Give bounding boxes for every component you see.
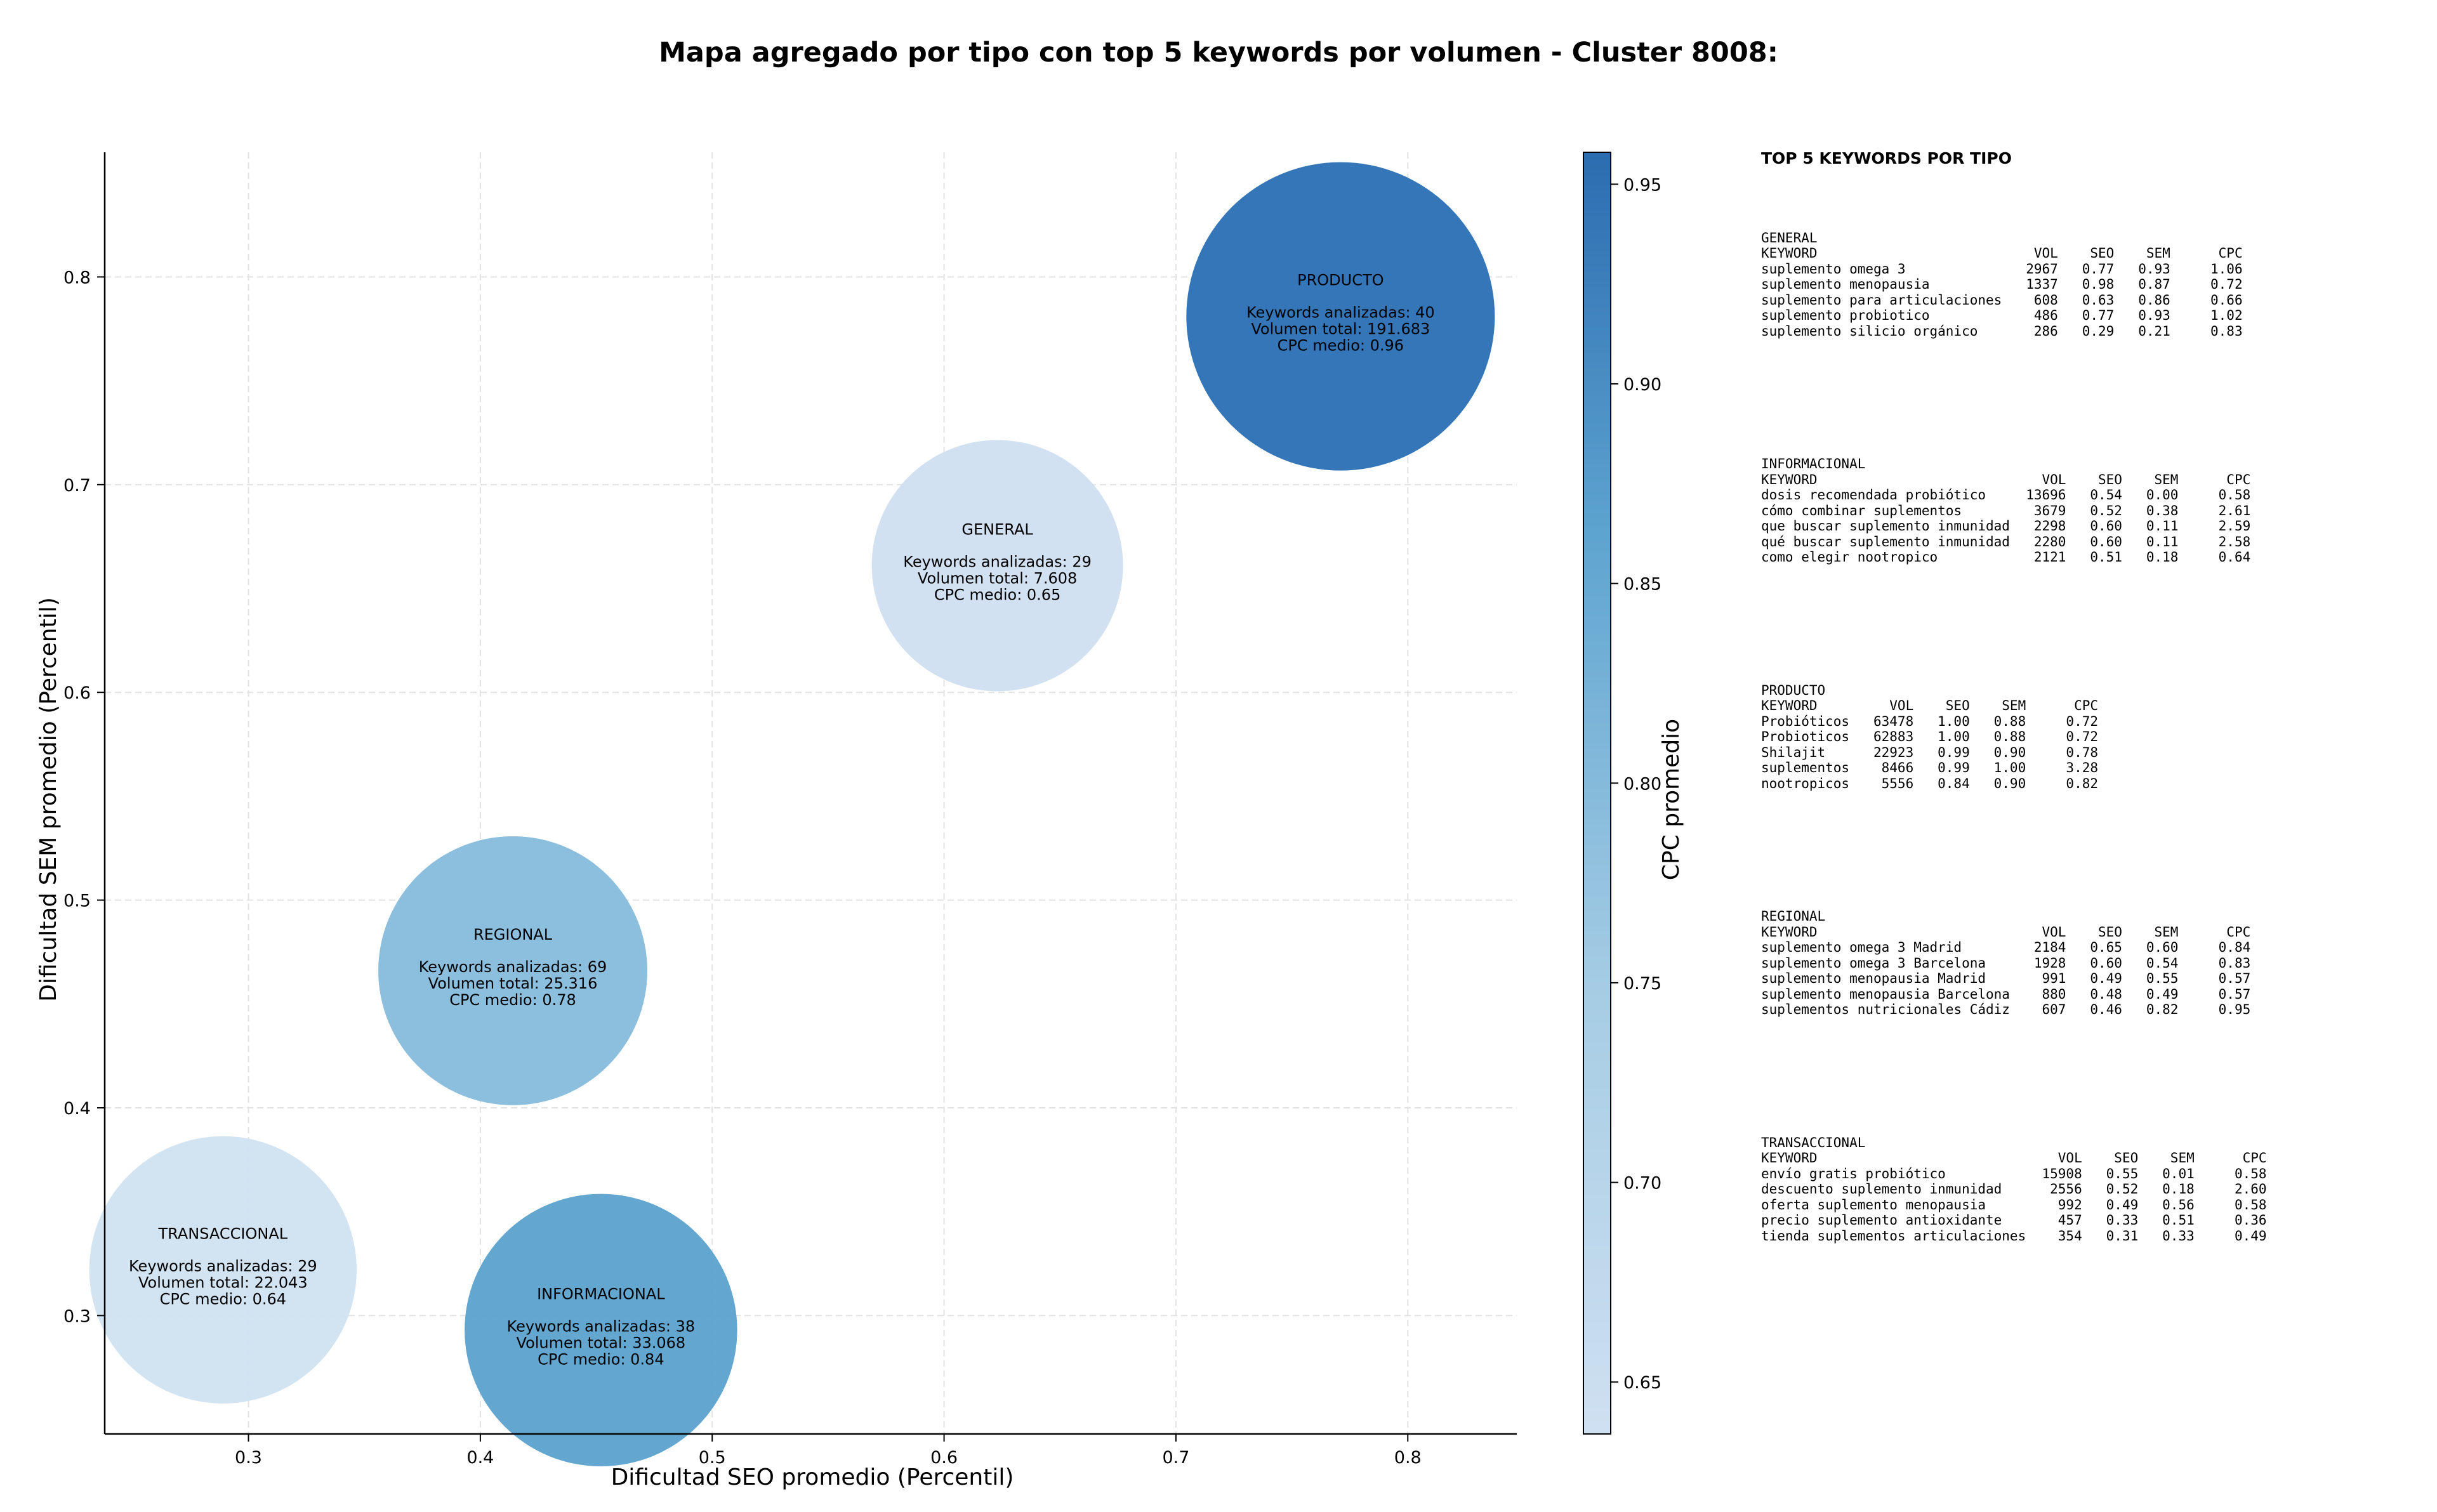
colorbar-tick-label: 0.80 (1623, 774, 1661, 794)
bubble-keywords-label: Keywords analizadas: 38 (507, 1317, 696, 1335)
bubble-cpc-label: CPC medio: 0.96 (1278, 337, 1404, 355)
bubble-type-label: REGIONAL (473, 926, 553, 943)
bubble-volume-label: Volumen total: 191.683 (1251, 320, 1430, 338)
keyword-block-transaccional: TRANSACCIONAL KEYWORD VOL SEO SEM CPC en… (1761, 1135, 2421, 1244)
bubble-type-label: GENERAL (961, 521, 1033, 539)
keyword-block-regional: REGIONAL KEYWORD VOL SEO SEM CPC supleme… (1761, 909, 2421, 1018)
grid (105, 152, 1517, 1434)
colorbar-gradient (1583, 152, 1611, 1435)
colorbar-tick-label: 0.90 (1623, 375, 1661, 395)
keyword-block-informacional: INFORMACIONAL KEYWORD VOL SEO SEM CPC do… (1761, 456, 2421, 565)
bubble-volume-label: Volumen total: 22.043 (138, 1273, 308, 1291)
y-tick-label: 0.8 (63, 268, 91, 287)
colorbar-tick-label: 0.85 (1623, 575, 1661, 595)
x-tick-label: 0.4 (466, 1448, 494, 1468)
axes: 0.3 0.4 0.5 0.6 0.7 0.8 0.3 0.4 0.5 0.6 0.7 0.8 (63, 152, 1517, 1468)
bubble-type-label: PRODUCTO (1297, 272, 1384, 289)
keyword-table-informacional: INFORMACIONAL KEYWORD VOL SEO SEM CPC do… (1761, 456, 2251, 565)
x-axis-label: Dificultad SEO promedio (Percentil) (611, 1464, 1014, 1490)
y-tick-label: 0.3 (63, 1306, 91, 1326)
y-tick-label: 0.4 (63, 1099, 91, 1119)
bubble-circle-producto (1186, 162, 1495, 471)
keyword-block-general: GENERAL KEYWORD VOL SEO SEM CPC suplemen… (1761, 230, 2421, 339)
bubble-circle-regional (378, 836, 647, 1105)
x-tick-label: 0.8 (1394, 1448, 1422, 1468)
bubble-keywords-label: Keywords analizadas: 29 (129, 1257, 317, 1275)
y-axis-label: Dificultad SEM promedio (Percentil) (36, 597, 62, 1002)
colorbar-tick-label: 0.65 (1623, 1373, 1661, 1393)
x-tick-label: 0.3 (235, 1448, 262, 1468)
keyword-table-producto: PRODUCTO KEYWORD VOL SEO SEM CPC Probiót… (1761, 682, 2099, 791)
bubble-keywords-label: Keywords analizadas: 69 (419, 958, 607, 976)
bubble-circle-informacional (465, 1193, 737, 1467)
x-tick-label: 0.5 (699, 1448, 726, 1468)
bubble-cpc-label: CPC medio: 0.84 (538, 1350, 664, 1368)
bubble-type-label: INFORMACIONAL (537, 1285, 665, 1303)
keyword-table-transaccional: TRANSACCIONAL KEYWORD VOL SEO SEM CPC en… (1761, 1134, 2267, 1244)
bubble-type-label: TRANSACCIONAL (158, 1225, 288, 1242)
keyword-table-general: GENERAL KEYWORD VOL SEO SEM CPC suplemen… (1761, 230, 2243, 339)
bubble-transaccional: TRANSACCIONAL Keywords analizadas: 29Volu… (89, 1136, 357, 1404)
colorbar-tick-label: 0.75 (1623, 974, 1661, 994)
bubble-cpc-label: CPC medio: 0.64 (160, 1290, 287, 1308)
bubble-volume-label: Volumen total: 33.068 (517, 1334, 686, 1351)
colorbar-tick-label: 0.70 (1623, 1174, 1661, 1193)
side-panel-title: TOP 5 KEYWORDS POR TIPO (1761, 149, 2012, 168)
y-tick-label: 0.7 (63, 476, 91, 496)
keyword-block-producto: PRODUCTO KEYWORD VOL SEO SEM CPC Probiót… (1761, 683, 2421, 792)
bubble-informacional: INFORMACIONAL Keywords analizadas: 38Volu… (465, 1193, 737, 1467)
x-tick-label: 0.6 (930, 1448, 958, 1468)
keyword-table-regional: REGIONAL KEYWORD VOL SEO SEM CPC supleme… (1761, 909, 2251, 1017)
colorbar-label: CPC promedio (1658, 719, 1684, 880)
bubble-keywords-label: Keywords analizadas: 40 (1246, 304, 1435, 322)
y-tick-label: 0.6 (63, 683, 91, 703)
bubble-circle-general (871, 440, 1123, 692)
bubble-cpc-label: CPC medio: 0.78 (449, 991, 576, 1009)
bubble-keywords-label: Keywords analizadas: 29 (903, 553, 1092, 571)
bubble-cpc-label: CPC medio: 0.65 (934, 586, 1061, 604)
x-tick-label: 0.7 (1162, 1448, 1189, 1468)
bubble-volume-label: Volumen total: 25.316 (428, 975, 598, 992)
keywords-side-panel: TOP 5 KEYWORDS POR TIPO GENERAL KEYWORD … (1761, 149, 2421, 1361)
chart-title: Mapa agregado por tipo con top 5 keyword… (659, 37, 1778, 69)
colorbar: 0.65 0.70 0.75 0.80 0.85 0.90 0.95 (1583, 152, 1661, 1435)
y-tick-label: 0.5 (63, 891, 91, 911)
colorbar-tick-label: 0.95 (1623, 175, 1661, 195)
bubble-circle-transaccional (89, 1136, 357, 1404)
bubble-volume-label: Volumen total: 7.608 (918, 570, 1077, 588)
